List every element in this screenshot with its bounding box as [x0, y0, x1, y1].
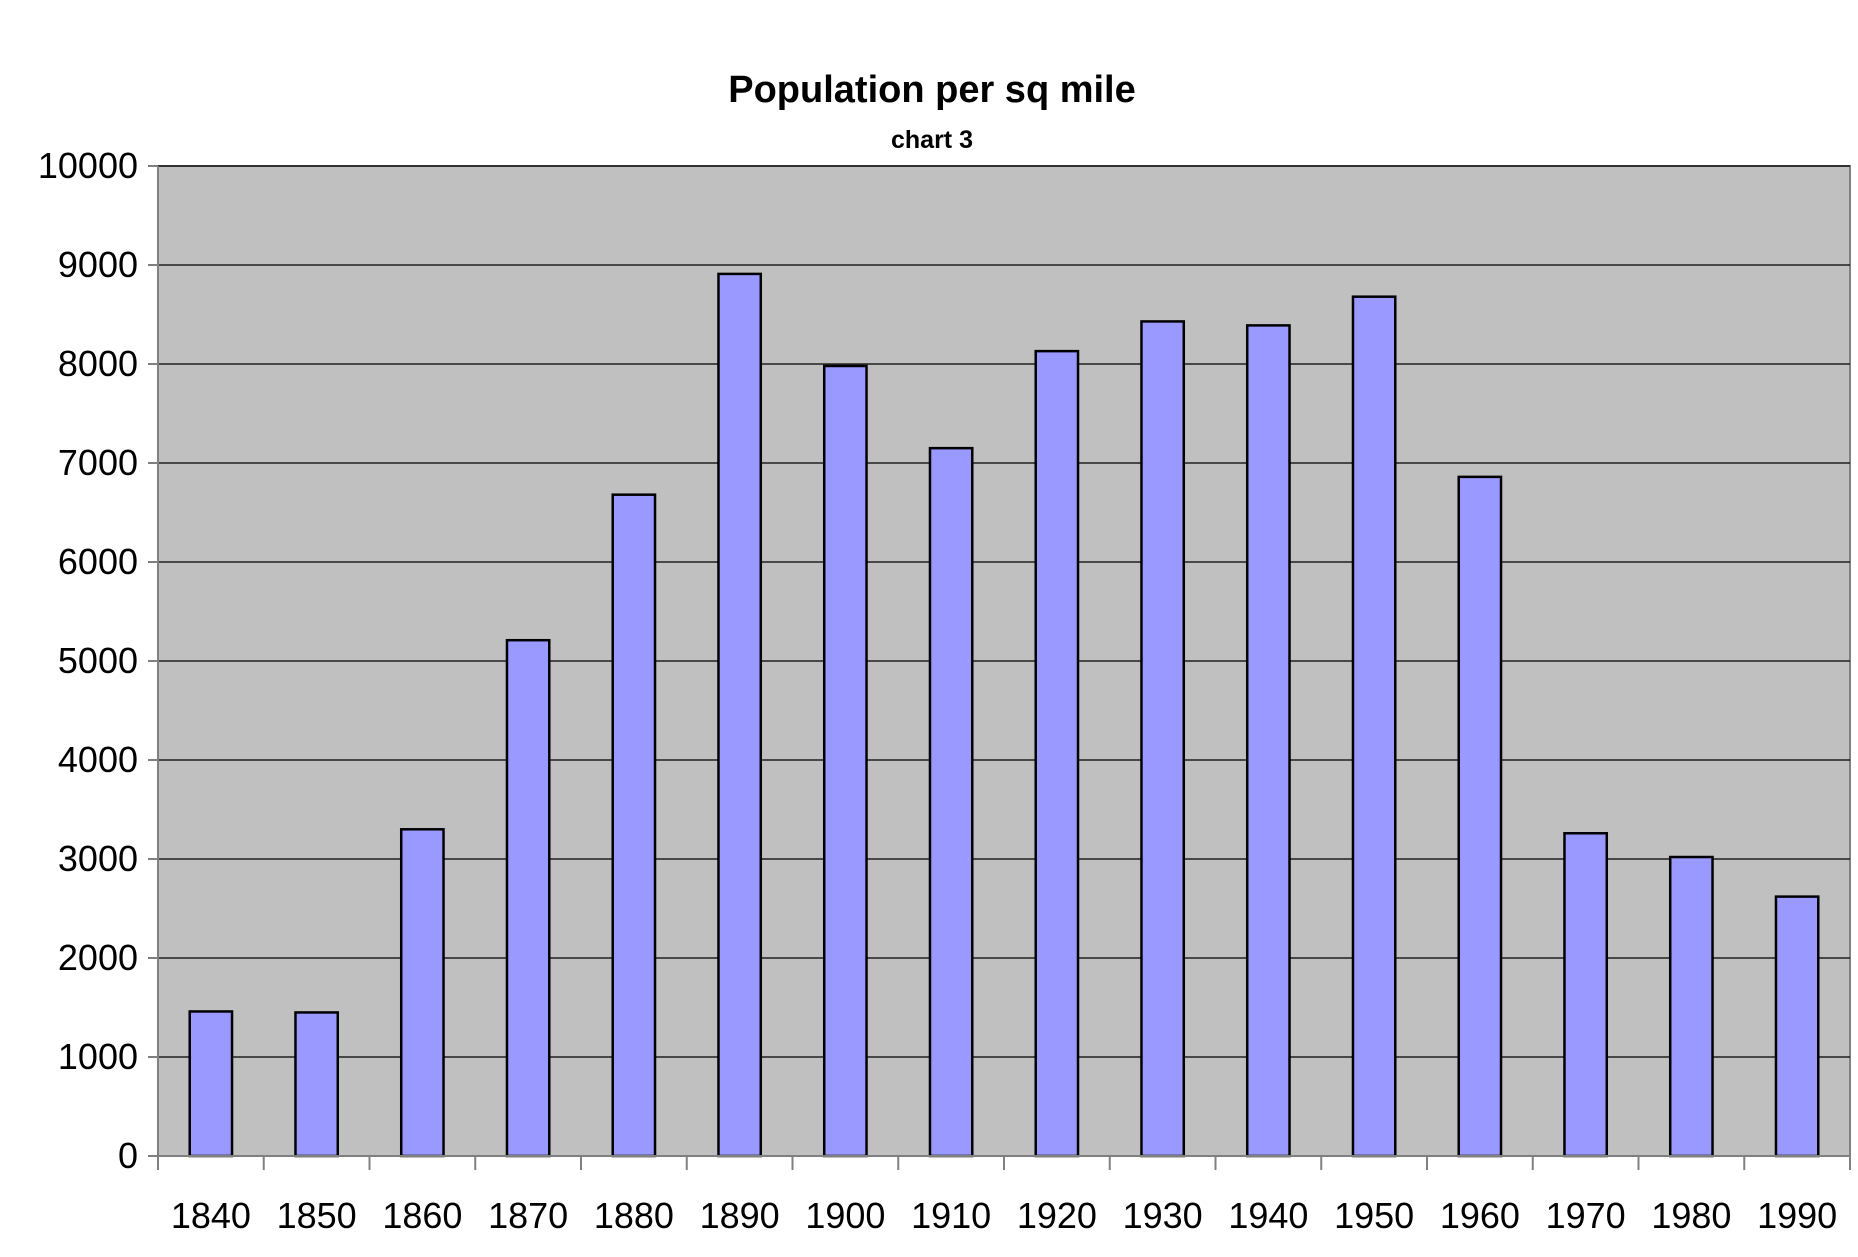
bar-1960	[1457, 475, 1503, 1158]
bar-1930	[1140, 320, 1186, 1158]
y-tick-label: 7000	[58, 442, 138, 483]
y-tick-label: 0	[118, 1135, 138, 1176]
y-tick-label: 1000	[58, 1036, 138, 1077]
x-tick-label: 1900	[805, 1195, 885, 1236]
y-tick-label: 2000	[58, 937, 138, 978]
x-tick-label: 1970	[1546, 1195, 1626, 1236]
x-tick-label: 1960	[1440, 1195, 1520, 1236]
x-tick-label: 1910	[911, 1195, 991, 1236]
bar-1950	[1351, 295, 1397, 1158]
bar-1970	[1563, 832, 1609, 1158]
x-tick-label: 1950	[1334, 1195, 1414, 1236]
bar-1910	[928, 446, 974, 1158]
x-tick-label: 1890	[700, 1195, 780, 1236]
bar-1860	[399, 828, 445, 1158]
bar-1920	[1034, 349, 1080, 1158]
bar-1900	[822, 364, 868, 1158]
x-tick-label: 1930	[1123, 1195, 1203, 1236]
bar-1840	[188, 1010, 234, 1158]
y-tick-label: 5000	[58, 640, 138, 681]
chart-subtitle: chart 3	[891, 126, 973, 154]
x-tick-label: 1990	[1757, 1195, 1837, 1236]
y-tick-label: 9000	[58, 244, 138, 285]
axes: 0 1000 2000 3000 4000 5000 6000 7000 8000 9000 100…	[38, 145, 1851, 1236]
bar-1870	[505, 638, 551, 1158]
chart-title: Population per sq mile	[728, 69, 1136, 111]
bar-1990	[1774, 895, 1820, 1158]
bar-1890	[717, 272, 763, 1158]
y-tick-label: 4000	[58, 739, 138, 780]
x-tick-label: 1870	[488, 1195, 568, 1236]
y-tick-label: 10000	[38, 145, 138, 186]
x-tick-label: 1860	[382, 1195, 462, 1236]
bar-1940	[1245, 324, 1291, 1158]
x-tick-label: 1880	[594, 1195, 674, 1236]
x-tick-label: 1940	[1228, 1195, 1308, 1236]
x-tick-label: 1980	[1651, 1195, 1731, 1236]
bar-1850	[294, 1011, 340, 1158]
bar-1880	[611, 493, 657, 1158]
y-tick-label: 8000	[58, 343, 138, 384]
y-tick-label: 3000	[58, 838, 138, 879]
x-tick-label: 1850	[277, 1195, 357, 1236]
x-tick-label: 1920	[1017, 1195, 1097, 1236]
bar-1980	[1668, 855, 1714, 1158]
x-tick-label: 1840	[171, 1195, 251, 1236]
y-tick-label: 6000	[58, 541, 138, 582]
